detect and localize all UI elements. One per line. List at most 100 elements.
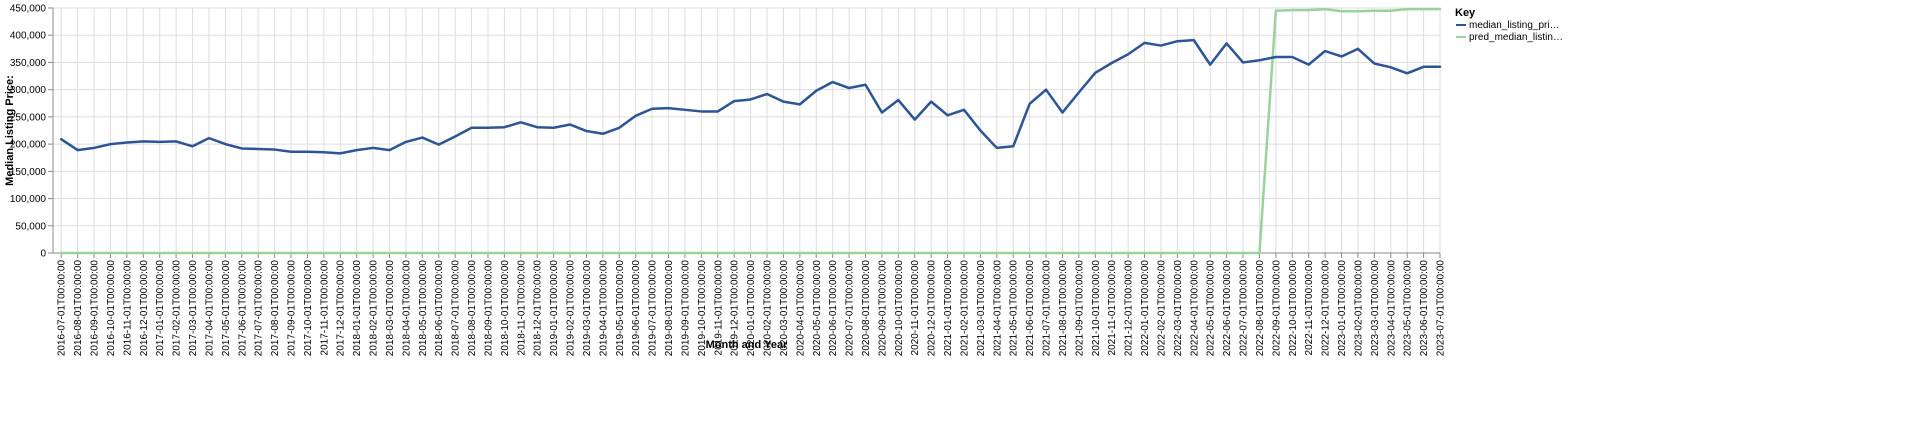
x-tick-label: 2019-09-01T00:00:00 <box>680 260 691 357</box>
y-tick-label: 50,000 <box>15 221 46 232</box>
x-tick-label: 2020-04-01T00:00:00 <box>795 260 806 357</box>
x-tick-label: 2018-11-01T00:00:00 <box>516 260 527 356</box>
pred-median-listing-price-line <box>59 7 1442 255</box>
y-tick-label: 200,000 <box>10 140 47 151</box>
x-tick-label: 2019-06-01T00:00:00 <box>631 260 642 357</box>
series-lines <box>59 7 1442 255</box>
x-tick-label: 2021-12-01T00:00:00 <box>1124 260 1135 357</box>
x-tick-label: 2019-02-01T00:00:00 <box>566 260 577 357</box>
x-tick-label: 2016-12-01T00:00:00 <box>139 260 150 357</box>
x-tick-label: 2019-07-01T00:00:00 <box>648 260 659 357</box>
x-tick-label: 2019-10-01T00:00:00 <box>697 260 708 357</box>
x-tick-label: 2019-12-01T00:00:00 <box>730 260 741 357</box>
x-axis-title: Month and Year <box>706 339 788 351</box>
x-tick-label: 2017-09-01T00:00:00 <box>287 260 298 357</box>
x-tick-label: 2022-08-01T00:00:00 <box>1255 260 1266 357</box>
x-tick-label: 2017-02-01T00:00:00 <box>172 260 183 357</box>
x-tick-label: 2018-01-01T00:00:00 <box>352 260 363 357</box>
x-tick-label: 2017-06-01T00:00:00 <box>237 260 248 357</box>
x-tick-label: 2019-01-01T00:00:00 <box>549 260 560 357</box>
x-tick-label: 2020-06-01T00:00:00 <box>828 260 839 357</box>
x-tick-label: 2017-12-01T00:00:00 <box>336 260 347 357</box>
x-tick-label: 2017-11-01T00:00:00 <box>319 260 330 356</box>
y-tick-label: 150,000 <box>10 167 47 178</box>
x-tick-label: 2017-05-01T00:00:00 <box>221 260 232 357</box>
x-tick-label: 2021-01-01T00:00:00 <box>943 260 954 357</box>
x-tick-label: 2016-11-01T00:00:00 <box>122 260 133 356</box>
x-tick-label: 2018-02-01T00:00:00 <box>369 260 380 357</box>
x-tick-label: 2022-10-01T00:00:00 <box>1288 260 1299 357</box>
legend-label: median_listing_pri… <box>1469 20 1560 31</box>
x-tick-label: 2022-03-01T00:00:00 <box>1173 260 1184 357</box>
x-tick-label: 2021-04-01T00:00:00 <box>992 260 1003 357</box>
y-tick-label: 100,000 <box>10 194 47 205</box>
x-tick-label: 2022-02-01T00:00:00 <box>1156 260 1167 357</box>
x-tick-label: 2020-09-01T00:00:00 <box>877 260 888 357</box>
x-tick-label: 2021-05-01T00:00:00 <box>1009 260 1020 357</box>
x-tick-label: 2023-03-01T00:00:00 <box>1370 260 1381 357</box>
x-tick-label: 2022-01-01T00:00:00 <box>1140 260 1151 357</box>
x-tick-label: 2023-04-01T00:00:00 <box>1386 260 1397 357</box>
x-tick-label: 2020-10-01T00:00:00 <box>894 260 905 357</box>
x-tick-label: 2019-03-01T00:00:00 <box>582 260 593 357</box>
x-tick-label: 2018-04-01T00:00:00 <box>401 260 412 357</box>
x-tick-label: 2019-08-01T00:00:00 <box>664 260 675 357</box>
x-tick-label: 2018-12-01T00:00:00 <box>533 260 544 357</box>
x-tick-label: 2023-02-01T00:00:00 <box>1353 260 1364 357</box>
x-axis-ticks: 2016-07-01T00:00:00 2016-08-01T00:00:00 20… <box>57 253 1447 356</box>
x-tick-label: 2021-07-01T00:00:00 <box>1042 260 1053 357</box>
x-tick-label: 2021-08-01T00:00:00 <box>1058 260 1069 357</box>
x-tick-label: 2020-01-01T00:00:00 <box>746 260 757 357</box>
x-tick-label: 2021-10-01T00:00:00 <box>1091 260 1102 357</box>
y-tick-label: 450,000 <box>10 4 47 15</box>
x-tick-label: 2022-05-01T00:00:00 <box>1206 260 1217 357</box>
y-axis-title: Median Listing Price: <box>4 75 16 186</box>
x-tick-label: 2016-07-01T00:00:00 <box>57 260 68 357</box>
x-tick-label: 2017-03-01T00:00:00 <box>188 260 199 357</box>
x-tick-label: 2018-10-01T00:00:00 <box>500 260 511 357</box>
x-tick-label: 2017-07-01T00:00:00 <box>254 260 265 357</box>
x-tick-label: 2020-12-01T00:00:00 <box>927 260 938 357</box>
x-tick-label: 2020-03-01T00:00:00 <box>779 260 790 357</box>
x-tick-label: 2019-05-01T00:00:00 <box>615 260 626 357</box>
x-tick-label: 2017-04-01T00:00:00 <box>204 260 215 357</box>
x-tick-label: 2017-01-01T00:00:00 <box>155 260 166 357</box>
y-tick-label: 250,000 <box>10 112 47 123</box>
x-tick-label: 2022-12-01T00:00:00 <box>1321 260 1332 357</box>
x-tick-label: 2022-09-01T00:00:00 <box>1271 260 1282 357</box>
plot-frame <box>52 7 1441 254</box>
y-tick-label: 350,000 <box>10 58 47 69</box>
x-tick-label: 2022-04-01T00:00:00 <box>1189 260 1200 357</box>
legend-item-pred-median-listing-price: pred_median_listin… <box>1456 32 1563 43</box>
x-tick-label: 2021-06-01T00:00:00 <box>1025 260 1036 357</box>
y-tick-label: 300,000 <box>10 85 47 96</box>
x-tick-label: 2021-09-01T00:00:00 <box>1074 260 1085 357</box>
x-tick-label: 2018-05-01T00:00:00 <box>418 260 429 357</box>
x-tick-label: 2023-07-01T00:00:00 <box>1436 260 1447 357</box>
y-tick-label: 400,000 <box>10 31 47 42</box>
x-tick-label: 2023-01-01T00:00:00 <box>1337 260 1348 357</box>
x-tick-label: 2022-07-01T00:00:00 <box>1239 260 1250 357</box>
legend-item-median-listing-price: median_listing_pri… <box>1456 20 1560 31</box>
x-tick-label: 2020-11-01T00:00:00 <box>910 260 921 356</box>
x-tick-label: 2021-03-01T00:00:00 <box>976 260 987 357</box>
legend-label: pred_median_listin… <box>1469 32 1563 43</box>
x-tick-label: 2016-09-01T00:00:00 <box>90 260 101 357</box>
x-tick-label: 2018-06-01T00:00:00 <box>434 260 445 357</box>
legend-title: Key <box>1455 7 1476 19</box>
x-tick-label: 2019-04-01T00:00:00 <box>598 260 609 357</box>
grid-lines <box>52 7 1441 254</box>
x-tick-label: 2017-10-01T00:00:00 <box>303 260 314 357</box>
x-tick-label: 2016-08-01T00:00:00 <box>73 260 84 357</box>
x-tick-label: 2017-08-01T00:00:00 <box>270 260 281 357</box>
x-tick-label: 2022-06-01T00:00:00 <box>1222 260 1233 357</box>
x-tick-label: 2022-11-01T00:00:00 <box>1304 260 1315 356</box>
x-tick-label: 2021-11-01T00:00:00 <box>1107 260 1118 356</box>
x-tick-label: 2020-08-01T00:00:00 <box>861 260 872 357</box>
x-tick-label: 2023-05-01T00:00:00 <box>1403 260 1414 357</box>
x-tick-label: 2021-02-01T00:00:00 <box>959 260 970 357</box>
x-tick-label: 2020-07-01T00:00:00 <box>845 260 856 357</box>
x-tick-label: 2020-05-01T00:00:00 <box>812 260 823 357</box>
